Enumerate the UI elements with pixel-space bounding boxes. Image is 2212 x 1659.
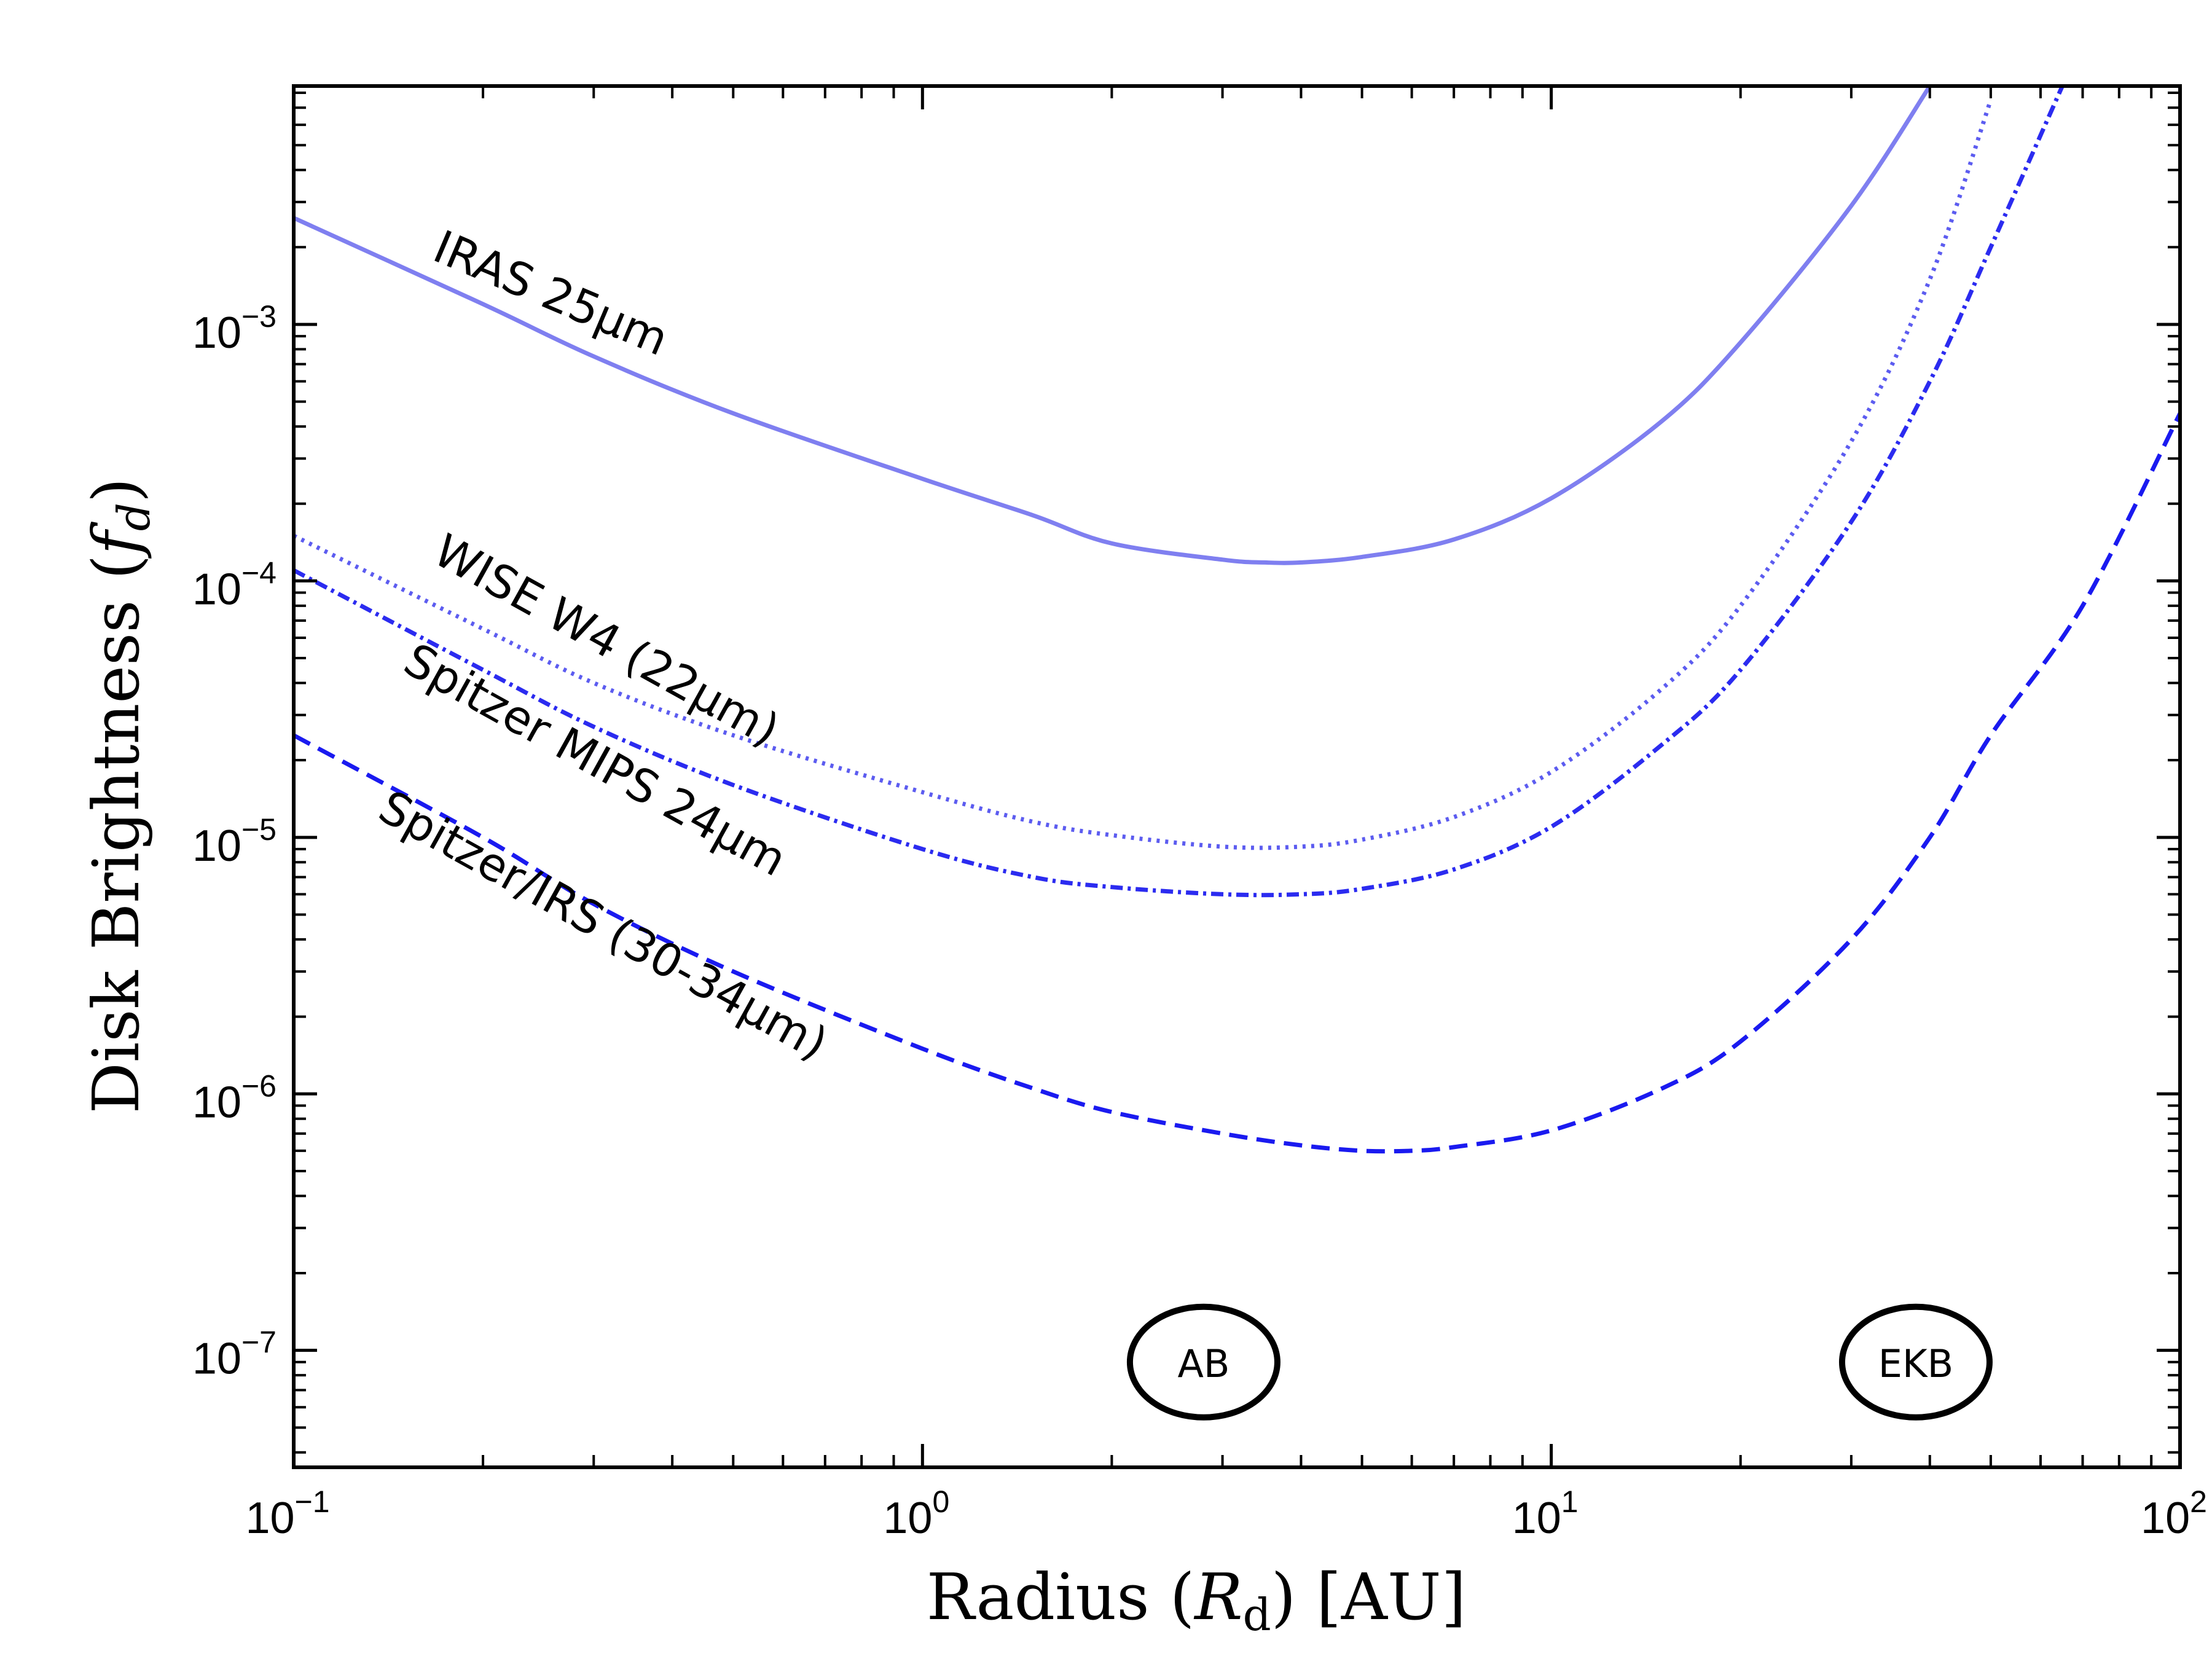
series-line-0 [294, 86, 1932, 565]
zone-marker-label: AB [1177, 1341, 1230, 1386]
zone-marker-label: EKB [1878, 1341, 1953, 1386]
y-tick-label: 10−4 [192, 555, 276, 614]
plot-frame [292, 84, 2182, 1469]
x-axis-title: Radius (Rd) [AU] [927, 1559, 1466, 1641]
y-tick-label: 10−7 [192, 1325, 276, 1384]
x-tick-label: 101 [1512, 1484, 1579, 1543]
y-tick-label: 10−6 [192, 1069, 276, 1127]
zone-marker-ellipse [1126, 1303, 1281, 1421]
series-line-3 [294, 412, 2180, 1154]
x-tick-label: 102 [2141, 1484, 2207, 1543]
series-line-2 [294, 86, 2065, 898]
x-tick-label: 10−1 [245, 1484, 329, 1543]
x-tick-label: 100 [883, 1484, 949, 1543]
zone-marker-ellipse [1838, 1303, 1993, 1421]
y-tick-label: 10−5 [192, 812, 276, 871]
y-axis-title: Disk Brightness (fd) [79, 478, 160, 1114]
axis-ticks [292, 86, 2182, 1467]
data-curves [294, 86, 2180, 1154]
zone-markers: AB EKB [1126, 1303, 1993, 1421]
tick-labels: 10−1 100 101 102 10−7 10−6 10−5 10−4 10−3 [192, 299, 2207, 1543]
y-tick-label: 10−3 [192, 299, 276, 358]
